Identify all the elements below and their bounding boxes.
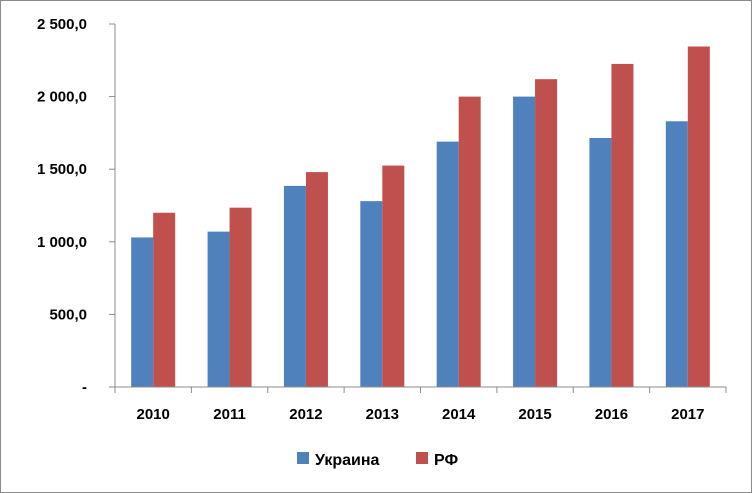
y-tick-label: 2 000,0 <box>37 89 87 106</box>
legend-swatch-rf <box>416 452 428 464</box>
x-tick-label: 2010 <box>137 406 170 423</box>
bar-ukraine-2016 <box>589 137 612 387</box>
y-tick-label: 2 500,0 <box>37 16 87 33</box>
x-tick-label: 2014 <box>442 406 476 423</box>
x-axis-ticks: 2010 2011 2012 2013 2014 2015 2016 2017 <box>114 387 727 423</box>
bar-ukraine-2011 <box>207 231 230 387</box>
bar-ukraine-2017 <box>665 121 688 387</box>
bar-rf-2012 <box>305 172 328 387</box>
bar-rf-2011 <box>229 207 252 387</box>
x-tick-label: 2012 <box>289 406 322 423</box>
x-tick-label: 2011 <box>213 406 246 423</box>
y-axis-ticks: - 500,0 1 000,0 1 500,0 2 000,0 2 500,0 <box>37 16 115 396</box>
x-tick-label: 2015 <box>518 406 551 423</box>
bar-rf-2014 <box>458 96 481 387</box>
legend-label-ukraine: Украина <box>315 452 380 469</box>
y-tick-label: 1 500,0 <box>37 161 87 178</box>
bar-ukraine-2015 <box>513 96 536 387</box>
legend-swatch-ukraine <box>297 452 309 464</box>
y-tick-label: 1 000,0 <box>37 234 87 251</box>
bar-rf-2010 <box>153 212 176 387</box>
bar-rf-2016 <box>611 63 634 388</box>
legend: Украина РФ <box>297 452 458 469</box>
bar-rf-2015 <box>535 79 558 388</box>
bar-ukraine-2010 <box>131 237 154 387</box>
bar-ukraine-2012 <box>283 185 306 387</box>
bars <box>131 46 710 388</box>
x-tick-label: 2016 <box>595 406 628 423</box>
bar-rf-2017 <box>687 46 710 387</box>
axes <box>114 24 726 388</box>
bar-rf-2013 <box>382 165 405 387</box>
y-tick-label: - <box>82 379 87 396</box>
bar-ukraine-2013 <box>360 201 383 387</box>
x-tick-label: 2013 <box>366 406 399 423</box>
x-tick-label: 2017 <box>671 406 704 423</box>
bar-ukraine-2014 <box>436 141 459 387</box>
y-tick-label: 500,0 <box>49 306 87 323</box>
legend-label-rf: РФ <box>434 452 458 469</box>
